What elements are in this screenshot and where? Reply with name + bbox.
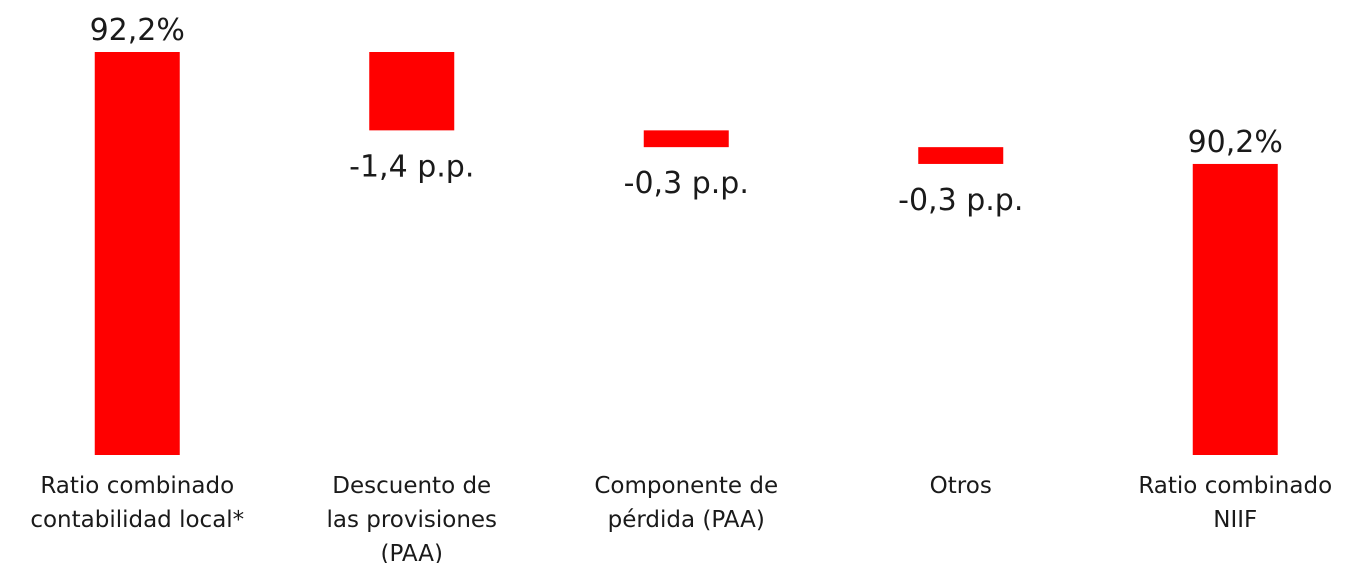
x-tick-label: Otros [930, 473, 992, 499]
x-tick-label: pérdida (PAA) [608, 507, 765, 533]
bar [1192, 163, 1278, 455]
x-tick-label: Ratio combinado [40, 473, 234, 499]
value-label: -0,3 p.p. [898, 183, 1023, 218]
value-label: 92,2% [90, 13, 185, 48]
bar [643, 130, 729, 148]
bar [918, 147, 1004, 164]
bar [94, 52, 180, 455]
bar [369, 52, 455, 131]
x-tick-label: contabilidad local* [30, 507, 244, 533]
x-tick-label: Componente de [594, 473, 778, 499]
value-label: -0,3 p.p. [624, 166, 749, 201]
value-label: 90,2% [1188, 125, 1283, 160]
x-tick-label: NIIF [1213, 507, 1257, 533]
x-tick-label: Ratio combinado [1138, 473, 1332, 499]
value-label: -1,4 p.p. [349, 149, 474, 184]
x-tick-label: (PAA) [381, 541, 443, 563]
x-tick-label: Descuento de [332, 473, 491, 499]
x-tick-label: las provisiones [326, 507, 497, 533]
